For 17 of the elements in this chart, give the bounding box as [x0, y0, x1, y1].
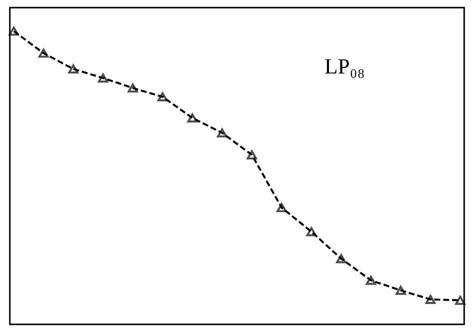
point — [217, 128, 228, 138]
point — [306, 227, 317, 236]
point — [128, 83, 138, 93]
point — [246, 150, 257, 160]
point — [366, 276, 376, 285]
point — [187, 113, 198, 122]
point — [396, 286, 406, 295]
point — [425, 294, 436, 304]
point — [455, 296, 466, 305]
point — [336, 254, 346, 264]
point — [98, 73, 108, 83]
point — [157, 92, 168, 102]
point — [68, 64, 78, 74]
point — [276, 203, 287, 212]
point — [8, 26, 19, 36]
annotation: LP₀₈ — [324, 54, 365, 79]
point — [38, 48, 49, 58]
